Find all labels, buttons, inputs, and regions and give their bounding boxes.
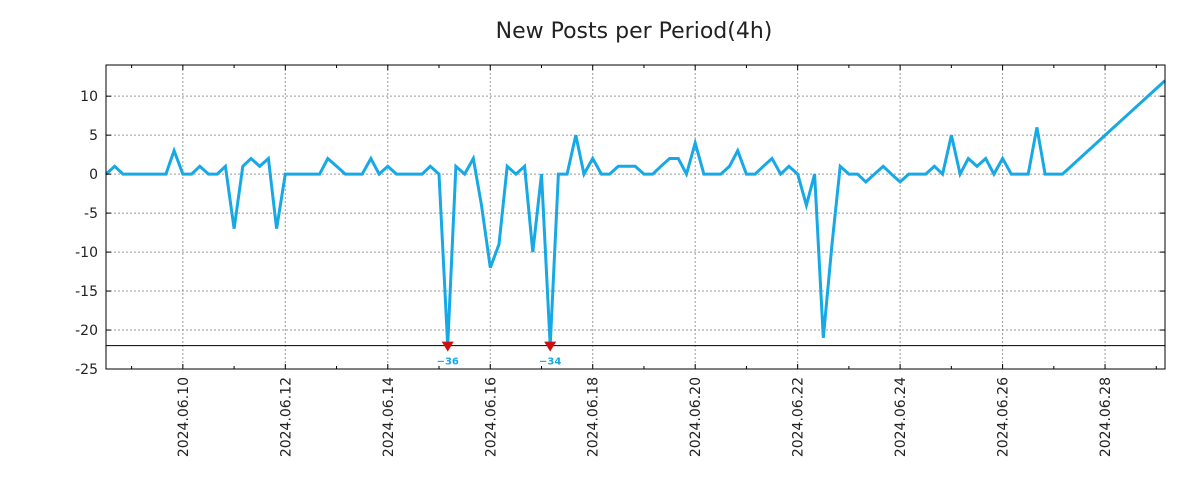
x-tick-label: 2024.06.20 xyxy=(688,377,704,457)
x-tick-label: 2024.06.26 xyxy=(996,377,1012,457)
y-tick-label: -10 xyxy=(75,245,98,261)
chart-title: New Posts per Period(4h) xyxy=(496,19,773,44)
y-tick-label: -5 xyxy=(84,206,98,222)
x-tick-label: 2024.06.22 xyxy=(791,377,807,457)
y-tick-label: -25 xyxy=(75,362,98,378)
x-tick-label: 2024.06.18 xyxy=(586,377,602,457)
x-tick-label: 2024.06.10 xyxy=(176,377,192,457)
series-layer xyxy=(104,79,1167,346)
y-tick-label: -20 xyxy=(75,323,98,339)
clipped-value-label: −36 xyxy=(437,357,459,368)
x-tick-label: 2024.06.28 xyxy=(1098,377,1114,457)
plot-frame xyxy=(105,64,1166,370)
y-tick-label: 0 xyxy=(89,167,98,183)
x-tick-label: 2024.06.16 xyxy=(483,377,499,457)
grid-lines xyxy=(106,65,1165,370)
x-tick-label: 2024.06.12 xyxy=(278,377,294,457)
y-tick-label: -15 xyxy=(75,284,98,300)
y-tick-label: 10 xyxy=(80,89,98,105)
series-line xyxy=(104,79,1167,346)
x-tick-label: 2024.06.24 xyxy=(893,377,909,457)
x-tick-label: 2024.06.14 xyxy=(381,377,397,457)
axes: -25 -20 -15 -10 -5 0 5 10 2024.06.10 2024.06.12 20… xyxy=(75,64,1166,457)
annotation-layer: −36 −34 xyxy=(437,341,561,368)
clipped-value-label: −34 xyxy=(539,357,561,368)
clipped-marker xyxy=(441,341,454,352)
y-tick-label: 5 xyxy=(89,128,98,144)
clipped-marker xyxy=(544,341,557,352)
